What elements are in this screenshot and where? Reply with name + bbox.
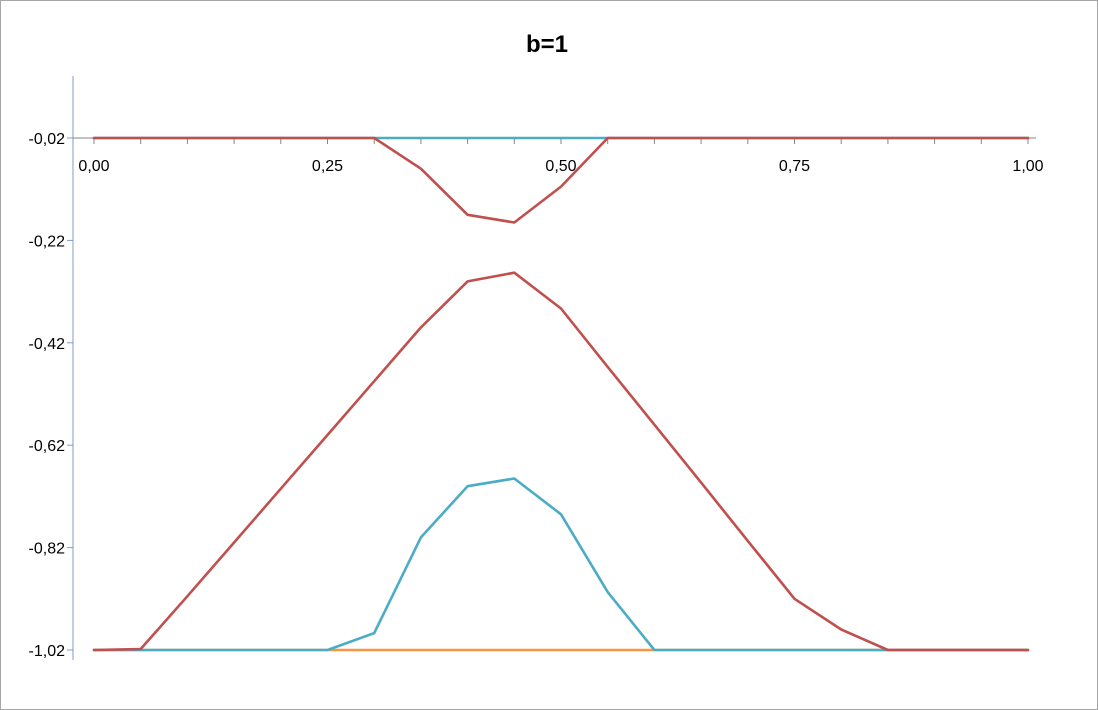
chart-title: b=1 <box>526 31 568 58</box>
series-line-4 <box>92 477 1030 652</box>
y-tick-label: -0,42 <box>29 336 66 353</box>
y-tick-label: -1,02 <box>29 643 66 660</box>
y-tick-label: -0,02 <box>29 131 66 148</box>
series-line-2 <box>92 136 1030 224</box>
x-tick-label: 0,00 <box>78 158 109 175</box>
x-tick-label: 0,25 <box>312 158 343 175</box>
series-line-5 <box>92 271 1030 652</box>
x-tick-label: 0,75 <box>779 158 810 175</box>
x-tick-label: 1,00 <box>1012 158 1043 175</box>
series-layer <box>92 136 1030 652</box>
axes: -0,02 -0,22 -0,42 -0,62 -0,82 -1,02 0,00 0,25 0,… <box>29 76 1044 660</box>
y-tick-label: -0,62 <box>29 438 66 455</box>
x-tick-label: 0,50 <box>545 158 576 175</box>
y-tick-label: -0,22 <box>29 233 66 250</box>
y-tick-label: -0,82 <box>29 541 66 558</box>
